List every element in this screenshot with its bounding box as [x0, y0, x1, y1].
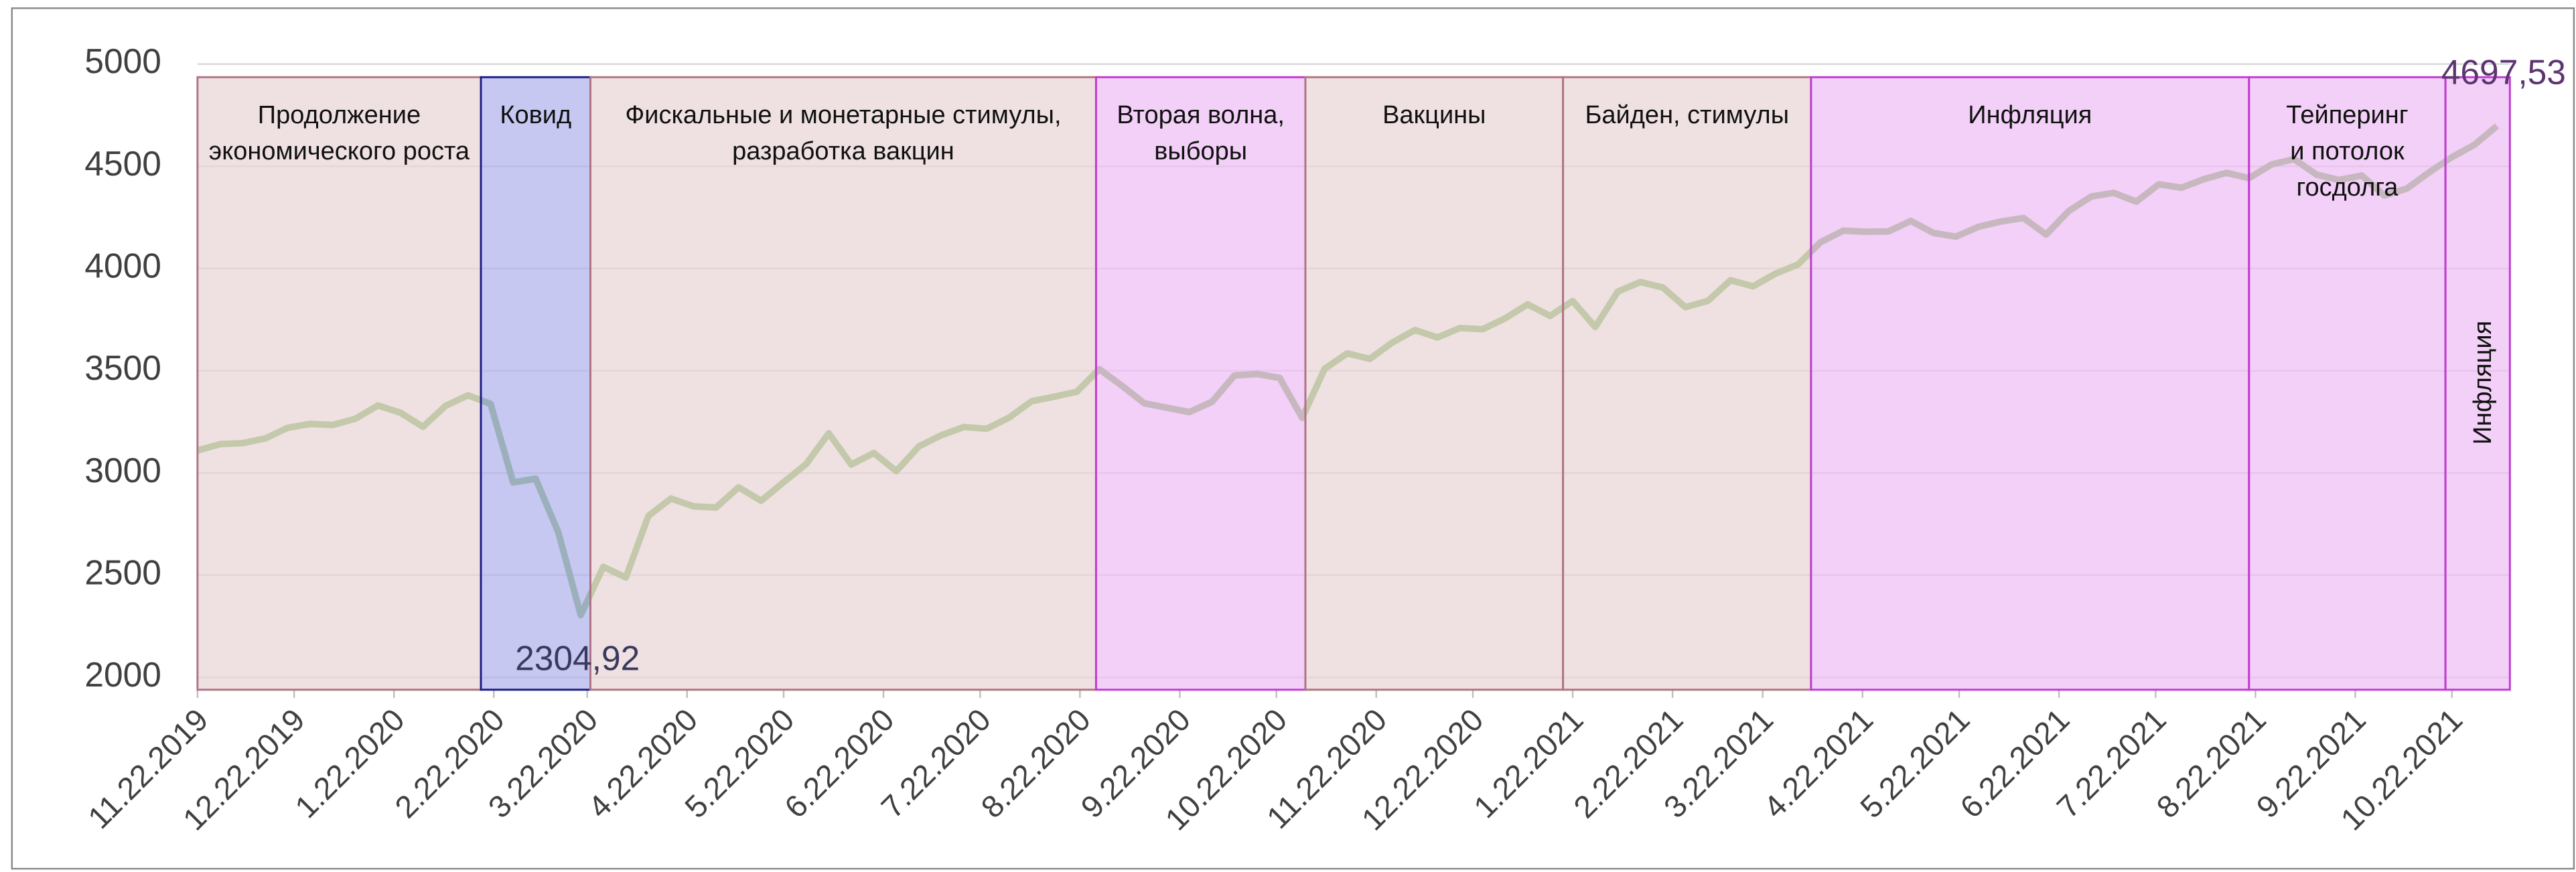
period-region [1304, 76, 1565, 691]
y-tick-label: 2000 [84, 655, 161, 694]
period-label: Байден, стимулы [1585, 101, 1789, 129]
y-tick-label: 2500 [84, 553, 161, 591]
data-label: 2304,92 [515, 639, 640, 678]
data-label: 4697,53 [2441, 53, 2566, 92]
y-tick-label: 3500 [84, 348, 161, 387]
period-label: Инфляция [1968, 101, 2092, 129]
period-region [1562, 76, 1812, 691]
period-label: Вакцины [1382, 101, 1486, 129]
period-label: экономического роста [209, 137, 470, 165]
period-label: госдолга [2296, 173, 2399, 202]
period-label: Инфляция [2469, 321, 2497, 445]
period-label: разработка вакцин [732, 137, 954, 165]
period-label: Вторая волна, [1117, 101, 1285, 129]
period-label: Ковид [500, 101, 571, 129]
period-label: Продолжение [258, 101, 421, 129]
period-region [589, 76, 1097, 691]
period-region [480, 76, 591, 691]
period-label: Тейперинг [2286, 101, 2408, 129]
y-tick-label: 4000 [84, 246, 161, 285]
period-region [2444, 76, 2511, 691]
period-label: Фискальные и монетарные стимулы, [625, 101, 1061, 129]
period-label: и потолок [2290, 137, 2405, 165]
y-tick-label: 4500 [84, 144, 161, 183]
y-tick-label: 3000 [84, 451, 161, 490]
period-region [196, 76, 482, 691]
period-label: выборы [1154, 137, 1247, 165]
period-region [1810, 76, 2250, 691]
period-region [1094, 76, 1307, 691]
period-region [2248, 76, 2447, 691]
y-tick-label: 5000 [84, 42, 161, 80]
